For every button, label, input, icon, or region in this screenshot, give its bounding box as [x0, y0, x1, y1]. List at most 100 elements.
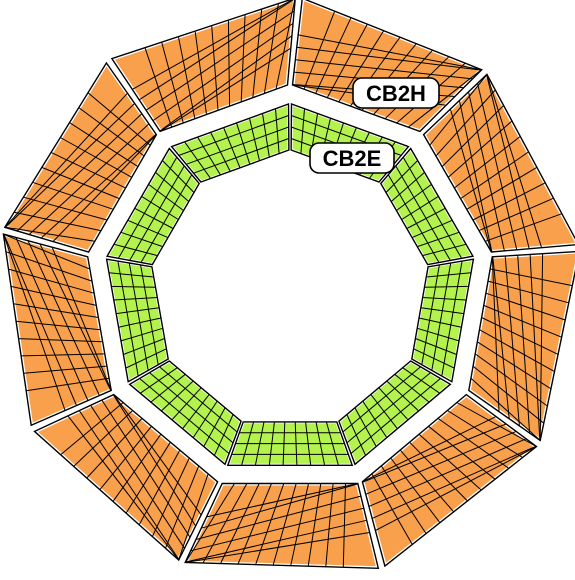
- label-cb2h-box: [352, 77, 440, 109]
- outer-grid-line: [67, 415, 180, 561]
- outer-grid-line: [325, 483, 334, 567]
- outer-grid-line: [486, 74, 530, 249]
- outer-grid-line: [441, 105, 504, 167]
- outer-grid-line: [437, 417, 510, 469]
- outer-grid-line: [263, 3, 279, 94]
- outer-grid-line: [185, 519, 367, 563]
- outer-grid-line: [227, 20, 231, 107]
- outer-grid-line: [177, 36, 196, 119]
- outer-grid-line: [362, 416, 497, 483]
- outer-grid-line: [40, 133, 157, 239]
- outer-grid-line: [539, 253, 544, 441]
- outer-grid-line: [380, 465, 427, 534]
- outer-grid-line: [365, 430, 517, 495]
- outer-grid-line: [184, 483, 235, 563]
- outer-grid-line: [21, 353, 105, 357]
- outer-grid-line: [472, 182, 546, 221]
- outer-grid-line: [435, 89, 496, 157]
- inner-segment: [105, 257, 170, 384]
- outer-grid-line: [255, 483, 285, 565]
- outer-grid-line: [161, 42, 184, 124]
- outer-grid-line: [529, 254, 541, 441]
- outer-grid-line: [138, 449, 181, 526]
- outer-segment-outline: [361, 393, 538, 568]
- outer-grid-line: [449, 108, 492, 253]
- inner-segment-outline: [105, 258, 169, 383]
- outer-segment-outline: [3, 61, 158, 253]
- outer-grid-line: [315, 17, 352, 94]
- outer-grid-line: [190, 507, 364, 552]
- outer-grid-line: [32, 181, 114, 210]
- outer-grid-line: [69, 122, 139, 168]
- label-cb2h: CB2H: [352, 77, 440, 109]
- outer-grid-line: [5, 251, 93, 282]
- outer-grid-line: [195, 495, 361, 540]
- outer-grid-line: [18, 338, 103, 343]
- inner-grid-line: [117, 156, 178, 259]
- inner-grid-line: [129, 165, 185, 261]
- outer-grid-line: [78, 107, 145, 157]
- outer-grid-line: [517, 255, 531, 434]
- outer-grid-line: [458, 100, 493, 253]
- outer-grid-line: [491, 256, 500, 412]
- outer-grid-line: [428, 425, 496, 480]
- inner-grid-line: [421, 264, 440, 365]
- outer-grid-line: [4, 92, 128, 228]
- label-cb2e-text: CB2E: [323, 146, 382, 171]
- outer-grid-line: [295, 59, 473, 80]
- outer-grid-line: [86, 418, 143, 479]
- outer-grid-line: [375, 446, 537, 531]
- outer-grid-line: [15, 237, 89, 401]
- outer-grid-line: [28, 123, 150, 235]
- outer-grid-line: [101, 399, 191, 538]
- outer-grid-line: [456, 402, 537, 448]
- outer-grid-line: [50, 151, 126, 189]
- outer-grid-line: [371, 445, 537, 519]
- inner-grid-line: [342, 366, 421, 433]
- outer-grid-line: [468, 91, 505, 252]
- outer-grid-line: [206, 483, 358, 518]
- outer-segment-outline: [291, 0, 483, 133]
- outer-grid-line: [159, 35, 293, 132]
- outer-grid-line: [23, 196, 108, 221]
- outer-grid-line: [409, 441, 468, 502]
- outer-grid-line: [272, 483, 297, 566]
- outer-grid-line: [13, 303, 99, 318]
- outer-grid-line: [460, 151, 529, 200]
- outer-grid-line: [477, 83, 518, 250]
- outer-grid-line: [211, 25, 219, 111]
- inner-segment: [410, 257, 475, 384]
- inner-grid-line: [149, 372, 234, 444]
- outer-grid-line: [145, 10, 295, 111]
- inner-segment-outline: [128, 360, 242, 466]
- outer-grid-line: [326, 23, 368, 98]
- inner-grid-line: [395, 165, 451, 261]
- inner-grid-line: [128, 262, 149, 371]
- outer-grid-line: [485, 292, 566, 321]
- outer-grid-line: [132, 0, 293, 90]
- outer-grid-line: [13, 211, 102, 232]
- inner-grid-line: [159, 366, 238, 433]
- inner-grid-line: [431, 262, 452, 371]
- outer-grid-line: [194, 31, 207, 115]
- inner-grid-line: [117, 261, 139, 377]
- outer-grid-line: [52, 134, 157, 242]
- outer-grid-line: [275, 0, 296, 90]
- inner-ring-cb2e: [105, 102, 475, 467]
- inner-grid-line: [139, 378, 230, 454]
- outer-grid-line: [201, 483, 359, 529]
- outer-grid-line: [51, 247, 112, 391]
- outer-grid-line: [4, 103, 135, 228]
- outer-grid-line: [78, 410, 180, 560]
- inner-grid-line: [178, 115, 289, 156]
- outer-grid-line: [23, 365, 108, 374]
- outer-grid-line: [252, 9, 263, 98]
- inner-grid-line: [140, 174, 193, 263]
- outer-grid-line: [290, 483, 309, 566]
- outer-grid-line: [8, 268, 95, 294]
- inner-grid-line: [402, 156, 463, 259]
- outer-grid-line: [447, 410, 523, 458]
- inner-grid-line: [387, 174, 440, 263]
